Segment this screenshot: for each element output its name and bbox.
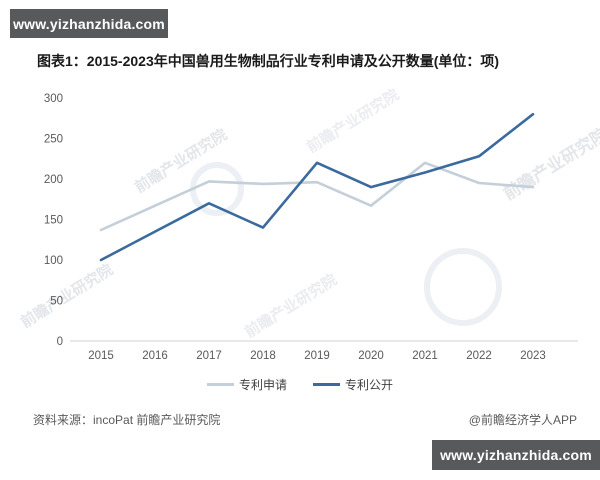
chart-legend: 专利申请 专利公开 [0,376,600,393]
x-tick-label: 2019 [304,350,330,362]
site-watermark-url: www.yizhanzhida.com [13,15,165,32]
x-tick-label: 2022 [466,350,492,362]
data-source-text: 资料来源：incoPat 前瞻产业研究院 [33,413,221,427]
y-tick-label: 250 [44,134,63,146]
x-tick-label: 2023 [520,350,546,362]
y-tick-label: 100 [44,255,63,267]
series-line-1 [99,112,535,262]
site-watermark-badge-bottom: www.yizhanzhida.com [432,440,600,470]
page-title: 图表1：2015-2023年中国兽用生物制品行业专利申请及公开数量(单位：项) [37,53,500,69]
site-watermark-url: www.yizhanzhida.com [440,447,592,463]
credit-text: @前瞻经济学人APP [468,413,577,427]
x-tick-label: 2016 [142,350,168,362]
y-tick-label: 150 [44,215,63,227]
y-tick-label: 50 [50,296,63,308]
x-tick-label: 2018 [250,350,276,362]
legend-swatch-patent-publication [313,383,340,386]
legend-item-patent-application: 专利申请 [206,376,287,393]
legend-label: 专利公开 [345,378,394,392]
legend-item-patent-publication: 专利公开 [313,376,393,393]
x-tick-label: 2015 [88,350,114,362]
legend-swatch-patent-application [206,383,234,386]
legend-label: 专利申请 [238,378,287,392]
y-tick-label: 0 [57,336,63,348]
series-line-0 [99,161,535,232]
chart-footer: 资料来源：incoPat 前瞻产业研究院 @前瞻经济学人APP [33,411,577,428]
site-watermark-badge-top: www.yizhanzhida.com [10,9,168,38]
x-tick-label: 2020 [358,350,384,362]
x-tick-label: 2021 [412,350,438,362]
y-tick-label: 300 [44,93,63,105]
y-tick-label: 200 [44,174,63,186]
x-tick-label: 2017 [196,350,222,362]
